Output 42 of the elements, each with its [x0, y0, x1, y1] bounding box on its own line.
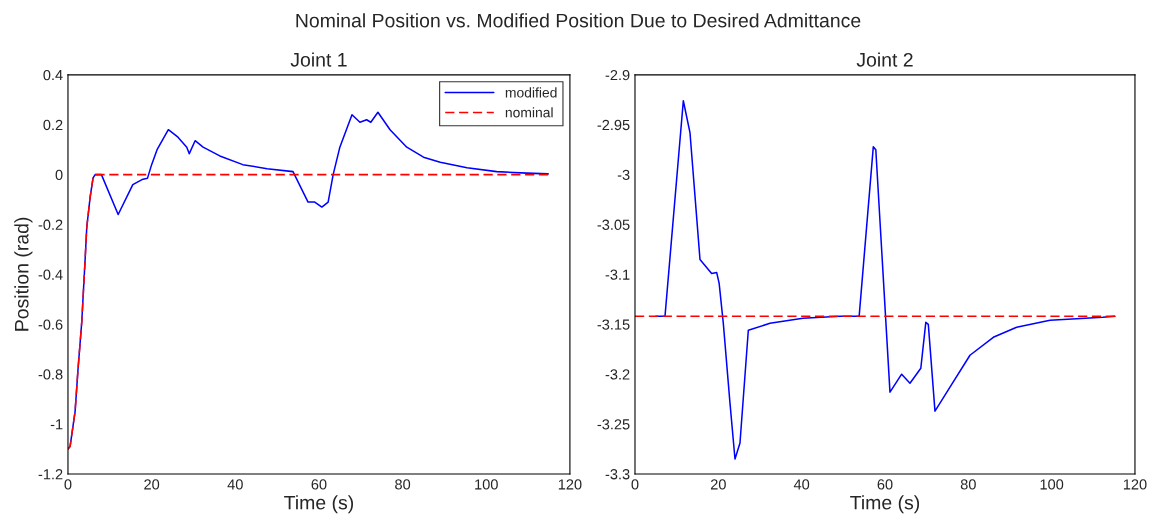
- text: Nominal Position vs. Modified Position Due to Desired Admittance: [296, 13, 861, 28]
- x-tick-label: 100: [1040, 479, 1064, 490]
- x-tick-label: 40: [793, 479, 810, 490]
- line-series: [655, 100, 1116, 460]
- y-tick-label: -3.3: [605, 469, 630, 480]
- x-tick-label: 80: [960, 479, 976, 490]
- y-tick-label: -0.8: [38, 369, 63, 380]
- x-tick-label: 0: [631, 479, 639, 490]
- y-tick-label: -3.05: [597, 219, 630, 230]
- chart-title: Joint 1: [290, 52, 347, 67]
- y-tick-label: 0.2: [43, 119, 63, 131]
- x-tick-label: 0: [64, 479, 72, 490]
- y-tick-label: -2.95: [597, 119, 630, 131]
- x-tick-label: 60: [877, 479, 893, 490]
- y-tick-label: -0.2: [38, 219, 63, 230]
- y-tick-label: -2.9: [605, 69, 630, 81]
- y-tick-label: 0: [55, 169, 63, 181]
- line-series: [67, 173, 549, 450]
- x-axis-title: Time (s): [284, 495, 354, 514]
- x-tick-label: 120: [1123, 479, 1147, 490]
- y-tick-label: -3.15: [597, 319, 630, 330]
- y-tick-label: -3.25: [597, 419, 630, 430]
- x-tick-label: 60: [311, 479, 327, 490]
- y-tick-label: -0.6: [38, 319, 63, 330]
- x-tick-label: 80: [395, 479, 411, 490]
- y-tick-label: -0.4: [38, 269, 63, 280]
- y-tick-label: -1: [50, 419, 63, 430]
- chart-title: Joint 2: [856, 52, 913, 67]
- x-axis-title: Time (s): [850, 495, 920, 514]
- legend-label: modified: [505, 87, 557, 98]
- y-axis-title: Position (rad): [14, 217, 33, 331]
- y-tick-label: -3.2: [605, 369, 630, 380]
- legend-label: nominal: [505, 107, 553, 118]
- x-tick-label: 120: [558, 479, 582, 490]
- y-tick-label: -3: [617, 169, 630, 181]
- x-tick-label: 40: [227, 479, 243, 490]
- x-tick-label: 20: [710, 479, 726, 490]
- y-tick-label: -3.1: [605, 269, 630, 280]
- x-tick-label: 20: [144, 479, 160, 490]
- x-tick-label: 100: [475, 479, 498, 490]
- y-tick-label: 0.4: [43, 69, 63, 81]
- y-tick-label: -1.2: [38, 469, 63, 480]
